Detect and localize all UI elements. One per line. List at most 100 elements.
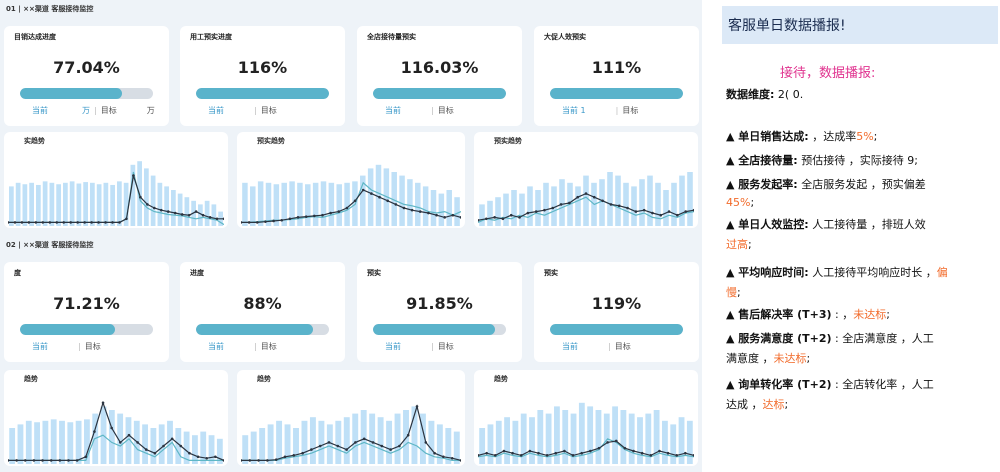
trend-chart-card[interactable]: 预实趋势 — [237, 132, 465, 228]
kpi-card[interactable]: 预实 91.85% 当前 | 目标 — [357, 262, 522, 362]
kpi-card-sales[interactable]: 目销达成进度 77.04% 当前万 | 目标万 — [4, 26, 169, 126]
report-text: : 全店满意度 ，人工 — [831, 332, 934, 345]
progress-bar — [20, 324, 153, 335]
status-highlight: 慢 — [726, 286, 737, 299]
kpi-card[interactable]: 度 71.21% 当前 | 目标 — [4, 262, 169, 362]
chart-point — [554, 451, 558, 455]
report-text: ▲ 单日销售达成: — [726, 130, 809, 143]
report-text: : 全店转化率 ，人工 — [831, 378, 934, 391]
chart-bar — [645, 413, 652, 464]
chart-bar — [142, 424, 148, 464]
report-text: ▲ 询单转化率 (T+2) — [726, 378, 832, 391]
kpi-value: 91.85% — [406, 294, 473, 313]
trend-chart-card[interactable]: 预实趋势 — [474, 132, 698, 228]
chart-point — [649, 454, 653, 457]
chart-bar — [575, 186, 581, 226]
chart-series-line — [478, 196, 694, 223]
chart-point — [443, 216, 447, 219]
chart-bar — [551, 186, 557, 226]
chart-point — [370, 192, 373, 195]
kpi-card[interactable]: 预实 119% 当前 | 目标 — [534, 262, 699, 362]
chart-point — [389, 448, 392, 451]
target-label: 目标 — [437, 342, 454, 351]
chart-bar — [607, 172, 613, 226]
progress-fill — [196, 88, 329, 99]
chart-point — [241, 459, 243, 462]
kpi-value: 71.21% — [53, 294, 120, 313]
chart-point — [361, 188, 365, 192]
chart-point — [626, 206, 629, 210]
chart-bar — [415, 182, 421, 226]
chart-point — [248, 459, 252, 462]
chart-point — [609, 203, 613, 206]
progress-bar — [373, 88, 506, 99]
chart-bar — [75, 420, 82, 464]
chart-bar — [15, 182, 21, 226]
target-label: 目标 — [100, 106, 117, 115]
chart-bar — [36, 184, 41, 226]
chart-point — [442, 455, 445, 459]
trend-chart-card[interactable]: 实趋势 — [4, 132, 228, 228]
chart-point — [394, 203, 398, 206]
kpi-card-reception[interactable]: 全店接待量预实 116.03% 当前 | 目标 — [357, 26, 522, 126]
chart-series-line — [478, 440, 694, 457]
report-header: 客服单日数据播报! — [722, 6, 998, 44]
chart-bar — [367, 168, 374, 226]
report-text: ; — [873, 130, 878, 143]
chart-bar — [328, 182, 335, 226]
chart-bar — [157, 182, 163, 226]
chart-point — [606, 441, 609, 444]
chart-point — [34, 221, 38, 224]
chart-point — [398, 444, 401, 448]
chart-point — [153, 451, 157, 455]
dimension-label: 数据维度: — [726, 88, 775, 101]
daily-report-panel: 客服单日数据播报! 接待，数据播报: 数据维度: 2( 0. ▲ 单日销售达成:… — [712, 0, 1000, 472]
chart-bar — [639, 179, 645, 226]
chart-bar — [343, 417, 350, 464]
trend-chart-card[interactable]: 趋势 — [237, 370, 465, 466]
kpi-subtext: 当前 | 目标 — [385, 106, 454, 115]
kpi-value: 111% — [591, 58, 642, 77]
chart-point — [386, 199, 389, 203]
chart-bar — [678, 417, 685, 464]
chart-bar — [653, 410, 660, 464]
status-highlight: 未达标 — [773, 352, 807, 365]
chart-point — [173, 211, 177, 215]
kpi-card-staffing[interactable]: 用工预实进度 116% 当前 | 目标 — [180, 26, 345, 126]
report-text: 满意度 ， — [726, 352, 774, 365]
chart-point — [345, 448, 348, 451]
chart-point — [110, 426, 113, 430]
progress-bar — [196, 88, 329, 99]
chart-point — [459, 459, 461, 462]
chart-point — [518, 216, 521, 219]
chart-bar — [198, 204, 203, 226]
target-label: 目标 — [614, 342, 631, 351]
chart-point — [551, 206, 555, 210]
chart-point — [23, 459, 27, 462]
report-text: ; — [748, 238, 752, 251]
trend-chart-card[interactable]: 趋势 — [4, 370, 228, 466]
chart-bar — [59, 420, 65, 464]
trend-chart-card[interactable]: 趋势 — [474, 370, 698, 466]
chart-bar — [171, 190, 176, 226]
chart-bar — [479, 428, 486, 464]
chart-point — [67, 459, 70, 462]
chart-point — [511, 451, 514, 455]
chart-point — [296, 216, 300, 219]
chart-bar — [344, 182, 350, 226]
chart-point — [402, 206, 406, 210]
kpi-card[interactable]: 进度 88% 当前 | 目标 — [180, 262, 345, 362]
target-label: 目标 — [260, 106, 277, 115]
chart-point — [640, 451, 644, 455]
chart-bar — [599, 179, 605, 226]
kpi-card-efficiency[interactable]: 大促人效预实 111% 当前 1 | 目标 — [534, 26, 699, 126]
chart-point — [58, 459, 62, 462]
chart-point — [274, 458, 278, 461]
report-text: ; — [737, 286, 741, 299]
status-highlight: 达标 — [762, 398, 785, 411]
chart-bar — [63, 182, 68, 226]
chart-bar — [369, 413, 376, 464]
report-item-continued: 慢; — [726, 284, 741, 300]
trend-chart — [8, 400, 224, 464]
chart-point — [684, 210, 687, 213]
